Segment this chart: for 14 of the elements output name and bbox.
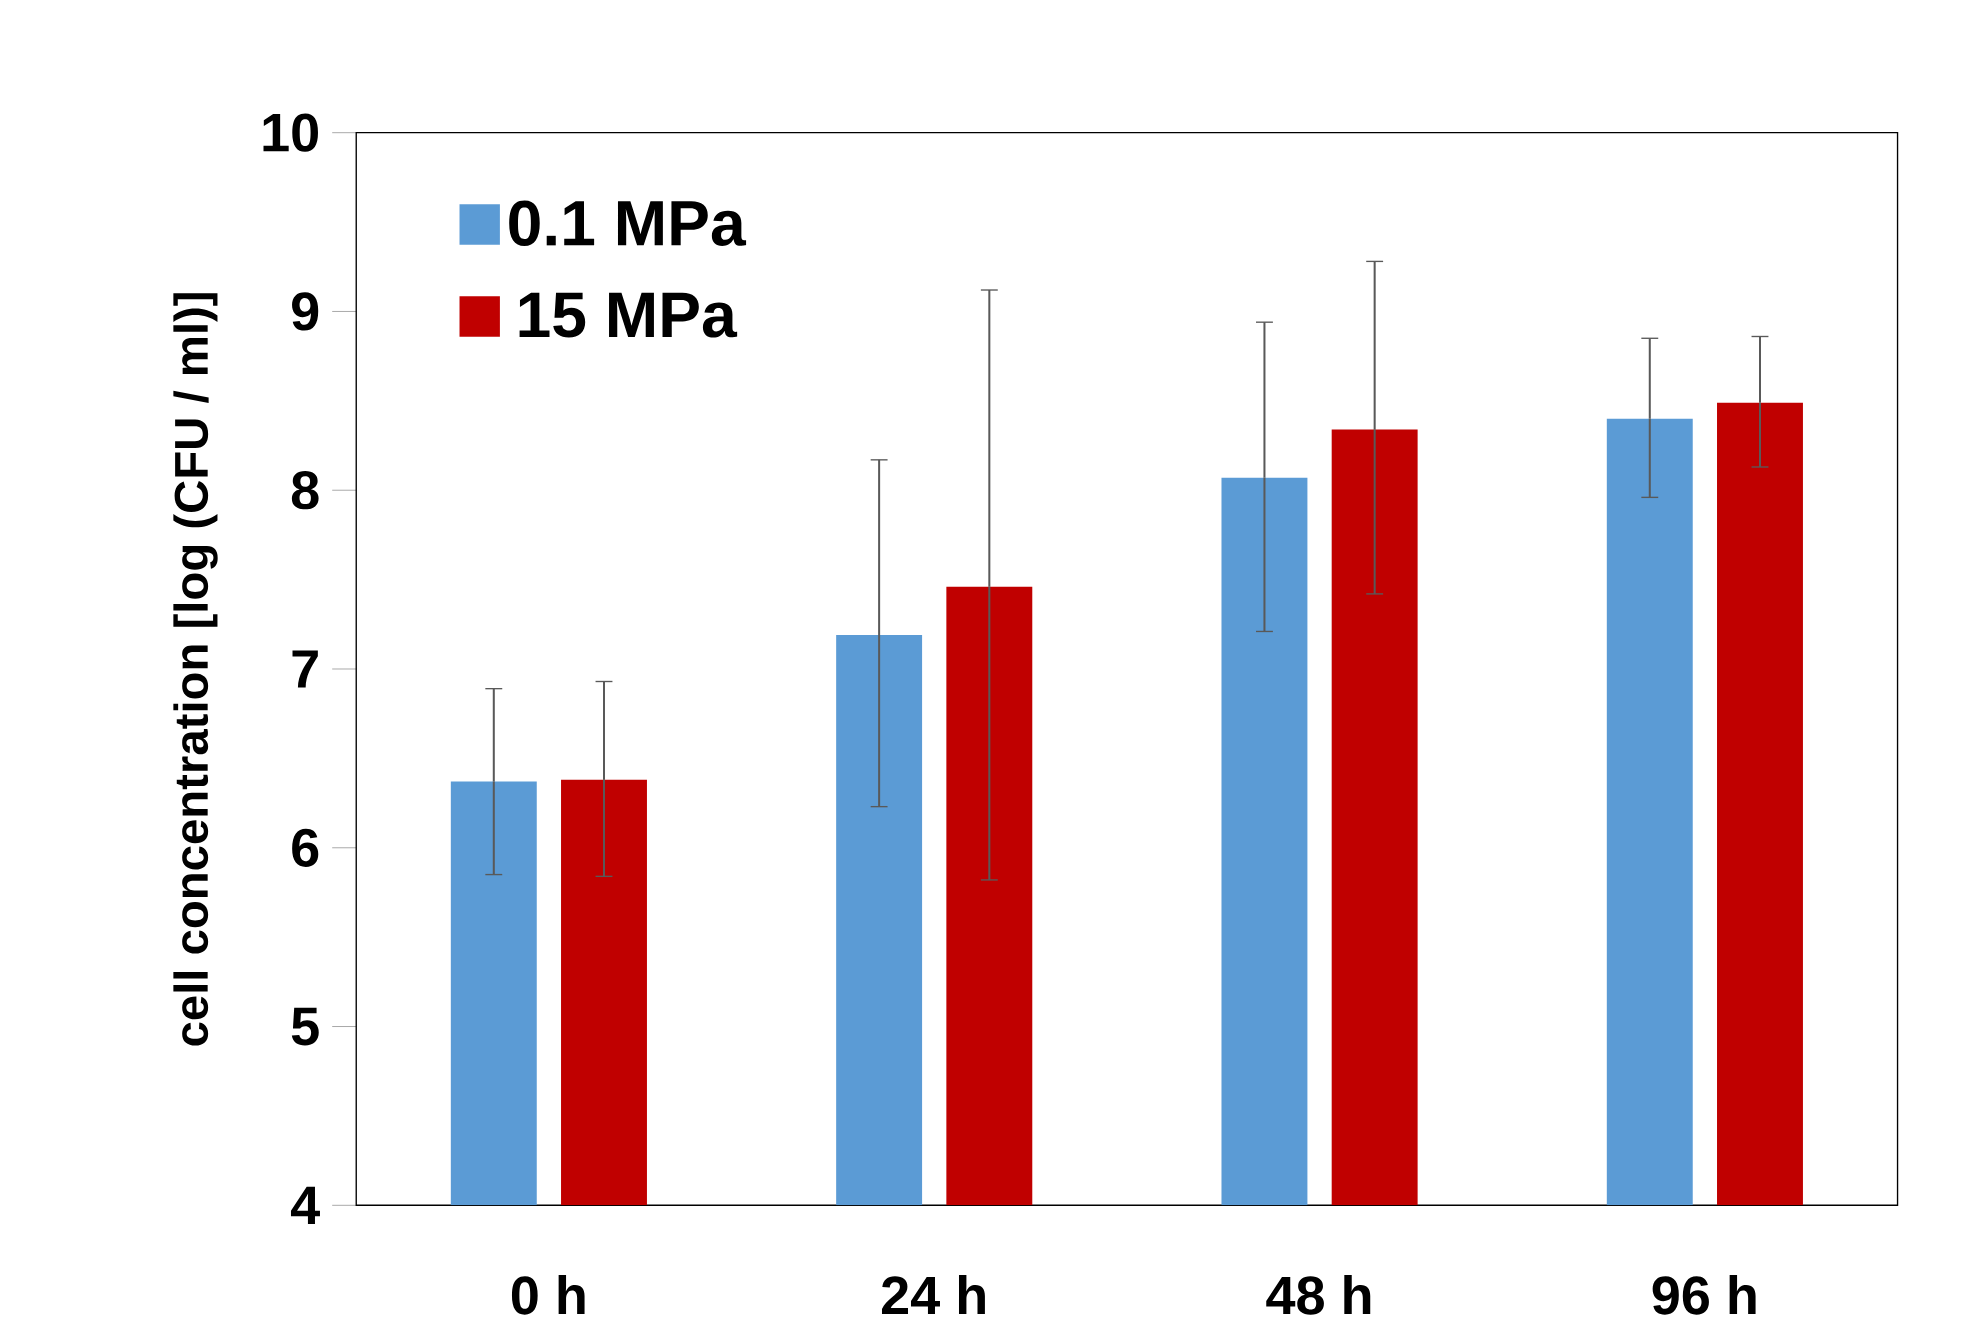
x-tick-label: 0 h [511, 1274, 585, 1315]
y-tick-label: 9 [292, 292, 319, 331]
legend-label: 0.1 MPa [509, 200, 747, 246]
y-tick-label: 8 [291, 470, 319, 510]
legend-label: 15 MPa [519, 292, 738, 338]
x-tick-label: 48 h [1266, 1274, 1371, 1315]
y-tick-label: 5 [291, 1007, 319, 1046]
y-axis-title: cell concentration [log (CFU / ml)] [173, 293, 218, 1046]
y-tick-label: 4 [290, 1186, 320, 1224]
x-tick-label: 24 h [881, 1274, 985, 1314]
y-tick-label: 7 [292, 650, 318, 688]
y-tick-label: 10 [263, 113, 318, 152]
y-tick-label: 6 [292, 828, 319, 867]
x-tick-label: 96 h [1652, 1274, 1756, 1315]
